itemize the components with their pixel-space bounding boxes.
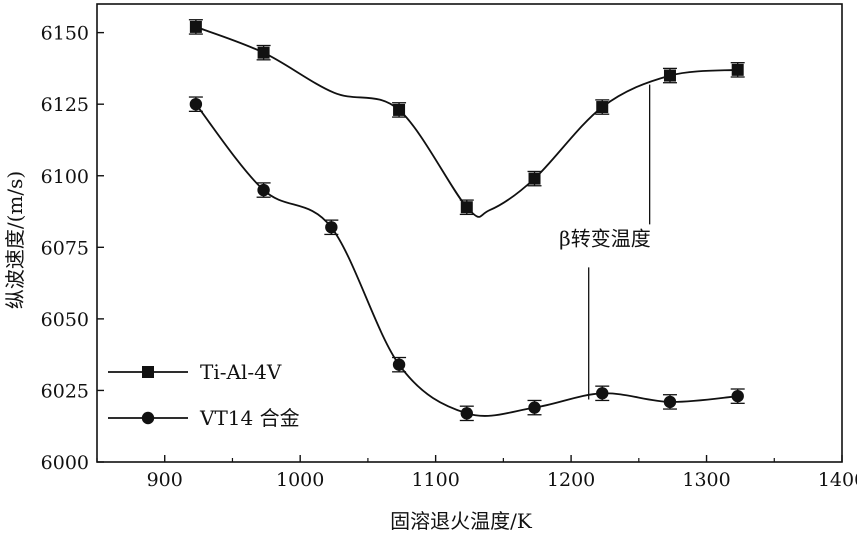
data-point	[731, 389, 744, 403]
series-line	[195, 26, 738, 218]
annotation-layer: β转变温度	[559, 84, 651, 400]
data-point	[460, 201, 473, 214]
data-point	[663, 395, 677, 409]
series-1	[188, 19, 745, 218]
data-point	[325, 221, 338, 234]
data-point	[392, 358, 406, 371]
x-tick-label: 900	[147, 469, 183, 491]
data-point	[528, 172, 541, 185]
data-point	[528, 401, 541, 414]
data-point	[731, 63, 744, 76]
annotation-label: β转变温度	[559, 227, 651, 251]
x-tick-label: 1300	[682, 469, 730, 491]
x-tick-label: 1200	[547, 469, 595, 491]
y-axis-title: 纵波速度/(m/s)	[3, 171, 27, 309]
data-point	[189, 20, 202, 33]
y-tick-label: 6075	[41, 237, 89, 259]
y-tick-label: 6125	[41, 94, 89, 116]
data-point	[663, 69, 676, 82]
annotation: β转变温度	[559, 84, 651, 400]
y-tick-label: 6025	[41, 380, 89, 402]
x-tick-label: 1000	[276, 469, 324, 491]
data-point	[393, 103, 406, 116]
series-line	[195, 103, 738, 417]
data-point	[460, 407, 473, 420]
data-point	[189, 97, 203, 111]
legend-label: VT14 合金	[199, 406, 300, 430]
legend: Ti-Al-4V VT14 合金	[108, 360, 300, 430]
legend-marker	[142, 366, 154, 378]
y-tick-label: 6100	[41, 166, 89, 188]
data-point	[257, 46, 270, 59]
data-point	[596, 387, 609, 400]
x-tick-label: 1400	[818, 469, 857, 491]
y-tick-label: 6150	[41, 23, 89, 45]
x-tick-label: 1100	[411, 469, 459, 491]
series-2	[188, 96, 745, 422]
plot-frame	[96, 3, 843, 463]
legend-label: Ti-Al-4V	[200, 360, 282, 384]
axes: 900 1000 1100 1200 1300 1400 6000 6025 6050 6075 6…	[41, 3, 857, 491]
y-tick-label: 6000	[41, 452, 89, 474]
data-point	[257, 183, 270, 197]
series-layer	[188, 19, 745, 422]
data-point	[596, 101, 609, 114]
legend-entry: Ti-Al-4V	[108, 360, 282, 384]
legend-marker	[141, 411, 155, 425]
x-axis-title: 固溶退火温度/K	[390, 509, 533, 533]
y-tick-label: 6050	[41, 309, 89, 331]
legend-entry: VT14 合金	[108, 406, 300, 430]
